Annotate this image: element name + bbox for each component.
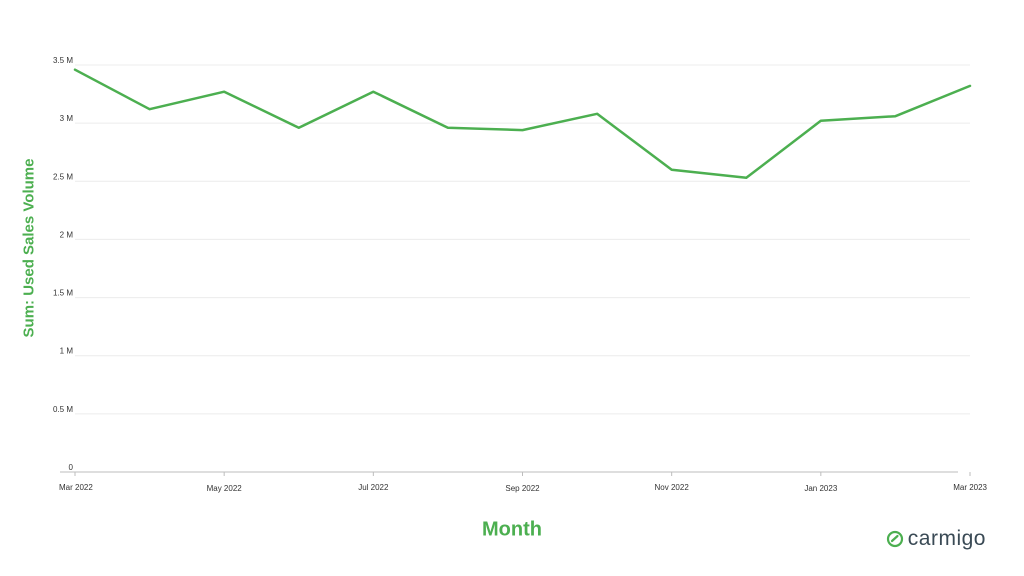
y-tick-label: 1.5 M bbox=[53, 289, 73, 298]
y-axis-ticks: 0 0.5 M 1 M 1.5 M 2 M 2.5 M 3 M 3.5 M bbox=[53, 56, 74, 472]
y-axis-title: Sum: Used Sales Volume bbox=[20, 158, 38, 338]
carmigo-logo: carmigo bbox=[886, 527, 986, 551]
x-tick-label: Jul 2022 bbox=[358, 483, 389, 492]
y-tick-label: 1 M bbox=[60, 347, 74, 356]
x-tick-label: May 2022 bbox=[207, 484, 243, 493]
x-tick-label: Jan 2023 bbox=[804, 484, 837, 493]
series-line bbox=[73, 68, 972, 180]
y-tick-label: 0 bbox=[69, 463, 74, 472]
logo-text: carmigo bbox=[907, 527, 986, 550]
y-tick-label: 3.5 M bbox=[53, 56, 73, 65]
gauge-icon bbox=[886, 530, 903, 548]
gridlines bbox=[75, 64, 970, 415]
y-tick-label: 0.5 M bbox=[53, 405, 73, 414]
x-axis-ticks: Mar 2022 May 2022 Jul 2022 Sep 2022 Nov 2022… bbox=[59, 472, 988, 493]
x-axis-title: Month bbox=[482, 518, 542, 541]
x-tick-label: Mar 2022 bbox=[59, 483, 93, 492]
y-tick-label: 3 M bbox=[60, 114, 74, 123]
y-tick-label: 2.5 M bbox=[53, 172, 73, 181]
x-tick-label: Mar 2023 bbox=[953, 483, 987, 492]
x-tick-label: Nov 2022 bbox=[655, 483, 690, 492]
y-tick-label: 2 M bbox=[60, 230, 74, 239]
x-tick-label: Sep 2022 bbox=[505, 484, 540, 493]
